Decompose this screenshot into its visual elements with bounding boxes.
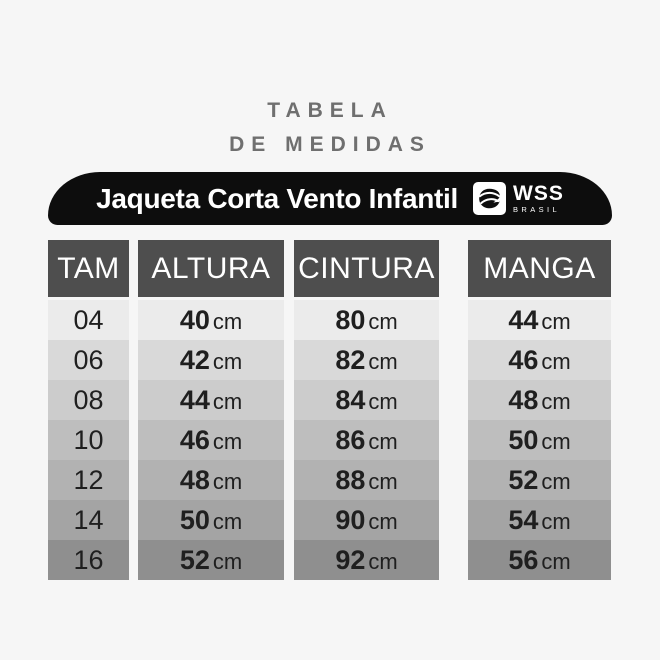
- table-cell: 84 cm: [294, 380, 439, 420]
- size-value: 16: [73, 545, 104, 575]
- unit-label: cm: [541, 349, 571, 374]
- measure-value: 88: [335, 465, 366, 495]
- unit-label: cm: [368, 509, 398, 534]
- measure-value: 86: [335, 425, 366, 455]
- table-cell: 44 cm: [138, 380, 284, 420]
- measure-value: 92: [335, 545, 366, 575]
- table-cell: 50 cm: [468, 420, 611, 460]
- measure-value: 52: [179, 545, 210, 575]
- measure-value: 54: [508, 505, 539, 535]
- table-cell: 12: [48, 460, 129, 500]
- measure-value: 90: [335, 505, 366, 535]
- unit-label: cm: [541, 429, 571, 454]
- table-cell: 52 cm: [468, 460, 611, 500]
- unit-label: cm: [212, 509, 243, 534]
- product-banner: Jaqueta Corta Vento Infantil WSS BRASIL: [48, 172, 612, 225]
- measure-value: 84: [335, 385, 366, 415]
- measure-value: 50: [508, 425, 539, 455]
- table-cell: 80 cm: [294, 300, 439, 340]
- brand-name: WSS: [513, 182, 564, 206]
- product-name: Jaqueta Corta Vento Infantil: [96, 182, 459, 214]
- table-cell: 40 cm: [138, 300, 284, 340]
- measure-value: 46: [179, 425, 210, 455]
- column-header-tam: TAM: [48, 240, 129, 297]
- measure-value: 44: [179, 385, 210, 415]
- table-cell: 14: [48, 500, 129, 540]
- unit-label: cm: [541, 389, 571, 414]
- unit-label: cm: [212, 309, 243, 334]
- table-cell: 42 cm: [138, 340, 284, 380]
- unit-label: cm: [212, 469, 243, 494]
- column-cintura: CINTURA 80 cm 82 cm 84 cm 86 cm 88 cm 90 cm 92…: [294, 240, 439, 580]
- measure-value: 82: [335, 345, 366, 375]
- unit-label: cm: [541, 549, 571, 574]
- unit-label: cm: [541, 509, 571, 534]
- column-manga: MANGA 44 cm 46 cm 48 cm 50 cm 52 cm 54 cm 56 cm: [468, 240, 611, 580]
- size-value: 10: [73, 425, 104, 455]
- table-cell: 54 cm: [468, 500, 611, 540]
- unit-label: cm: [541, 309, 571, 334]
- table-cell: 16: [48, 540, 129, 580]
- column-header-cintura: CINTURA: [294, 240, 439, 297]
- measure-value: 40: [179, 305, 210, 335]
- table-cell: 56 cm: [468, 540, 611, 580]
- measure-value: 52: [508, 465, 539, 495]
- size-value: 12: [73, 465, 104, 495]
- column-header-manga: MANGA: [468, 240, 611, 297]
- unit-label: cm: [368, 549, 398, 574]
- measure-value: 50: [179, 505, 210, 535]
- size-value: 08: [73, 385, 104, 415]
- measure-value: 48: [179, 465, 210, 495]
- size-value: 04: [73, 305, 104, 335]
- unit-label: cm: [212, 549, 243, 574]
- brand-wordmark: WSS BRASIL: [513, 183, 564, 214]
- measure-value: 46: [508, 345, 539, 375]
- unit-label: cm: [212, 349, 243, 374]
- table-cell: 04: [48, 300, 129, 340]
- column-altura: ALTURA 40 cm 42 cm 44 cm 46 cm 48 cm 50 cm 52 c…: [138, 240, 284, 580]
- unit-label: cm: [212, 429, 243, 454]
- column-tam: TAM 04 06 08 10 12 14 16: [48, 240, 129, 580]
- table-cell: 48 cm: [138, 460, 284, 500]
- table-cell: 46 cm: [468, 340, 611, 380]
- size-table: TAM 04 06 08 10 12 14 16 ALTURA 40 cm 42 c…: [48, 240, 611, 580]
- measure-value: 42: [179, 345, 210, 375]
- measure-value: 44: [508, 305, 539, 335]
- table-cell: 44 cm: [468, 300, 611, 340]
- brand-logo: WSS BRASIL: [473, 182, 564, 215]
- table-cell: 88 cm: [294, 460, 439, 500]
- unit-label: cm: [368, 429, 398, 454]
- unit-label: cm: [368, 349, 398, 374]
- brand-subtitle: BRASIL: [513, 205, 561, 215]
- unit-label: cm: [541, 469, 571, 494]
- size-value: 06: [73, 345, 104, 375]
- unit-label: cm: [368, 389, 398, 414]
- table-cell: 46 cm: [138, 420, 284, 460]
- table-cell: 82 cm: [294, 340, 439, 380]
- page-title-line2: DE MEDIDAS: [229, 133, 431, 156]
- page-title-line1: TABELA: [267, 99, 393, 122]
- unit-label: cm: [368, 469, 398, 494]
- table-cell: 90 cm: [294, 500, 439, 540]
- table-cell: 48 cm: [468, 380, 611, 420]
- measure-value: 56: [508, 545, 539, 575]
- unit-label: cm: [212, 389, 243, 414]
- page-title: TABELA DE MEDIDAS: [0, 94, 660, 162]
- table-cell: 52 cm: [138, 540, 284, 580]
- table-cell: 86 cm: [294, 420, 439, 460]
- table-cell: 50 cm: [138, 500, 284, 540]
- size-value: 14: [73, 505, 104, 535]
- table-cell: 92 cm: [294, 540, 439, 580]
- measure-value: 80: [335, 305, 366, 335]
- wss-wave-icon: [473, 182, 507, 215]
- measure-value: 48: [508, 385, 539, 415]
- column-header-altura: ALTURA: [138, 240, 284, 297]
- table-cell: 10: [48, 420, 129, 460]
- table-cell: 06: [48, 340, 129, 380]
- table-cell: 08: [48, 380, 129, 420]
- unit-label: cm: [368, 309, 398, 334]
